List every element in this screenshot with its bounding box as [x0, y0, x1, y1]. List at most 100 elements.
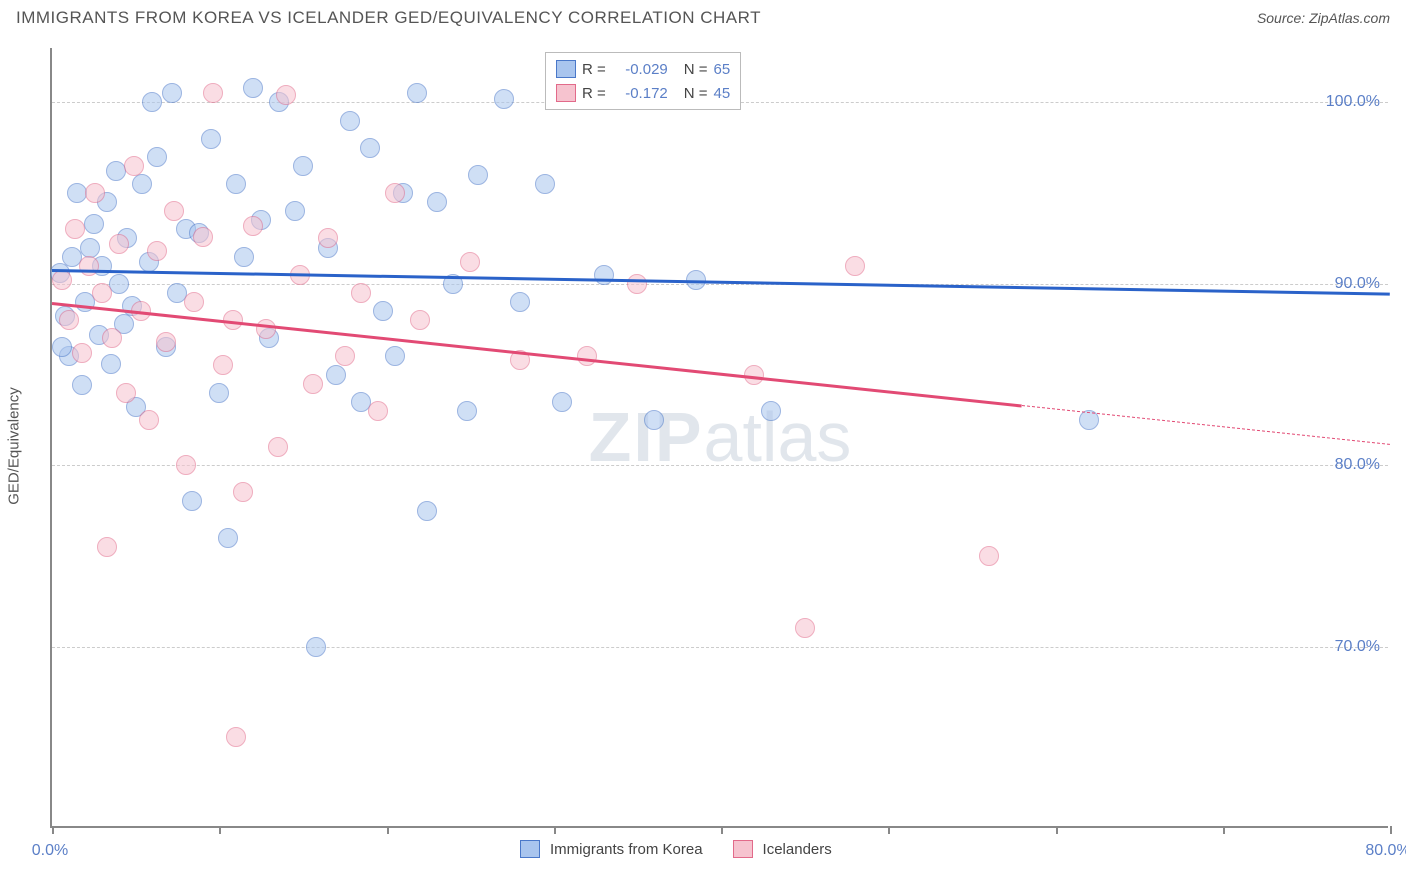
scatter-point-iceland — [72, 343, 92, 363]
scatter-point-korea — [52, 337, 72, 357]
scatter-point-korea — [182, 491, 202, 511]
scatter-point-korea — [234, 247, 254, 267]
scatter-point-korea — [67, 183, 87, 203]
scatter-point-iceland — [164, 201, 184, 221]
scatter-point-iceland — [845, 256, 865, 276]
scatter-point-iceland — [85, 183, 105, 203]
scatter-point-korea — [162, 83, 182, 103]
scatter-point-iceland — [627, 274, 647, 294]
scatter-point-iceland — [243, 216, 263, 236]
legend-n-value: 45 — [714, 85, 731, 102]
scatter-point-korea — [218, 528, 238, 548]
legend-row-korea: R =-0.029N =65 — [556, 57, 730, 81]
scatter-point-iceland — [193, 227, 213, 247]
scatter-point-korea — [373, 301, 393, 321]
scatter-point-iceland — [979, 546, 999, 566]
scatter-point-iceland — [385, 183, 405, 203]
scatter-point-iceland — [276, 85, 296, 105]
scatter-point-iceland — [318, 228, 338, 248]
scatter-point-iceland — [795, 618, 815, 638]
source-link[interactable]: ZipAtlas.com — [1309, 10, 1390, 26]
scatter-point-korea — [72, 375, 92, 395]
legend-swatch — [556, 84, 576, 102]
source-prefix: Source: — [1257, 10, 1305, 26]
scatter-point-iceland — [116, 383, 136, 403]
scatter-point-korea — [132, 174, 152, 194]
scatter-point-iceland — [303, 374, 323, 394]
scatter-point-iceland — [351, 283, 371, 303]
scatter-point-iceland — [147, 241, 167, 261]
legend-r-label: R = — [582, 61, 606, 78]
scatter-point-korea — [80, 238, 100, 258]
scatter-point-korea — [226, 174, 246, 194]
scatter-point-korea — [510, 292, 530, 312]
scatter-point-iceland — [92, 283, 112, 303]
trend-line — [52, 302, 1022, 408]
scatter-point-iceland — [577, 346, 597, 366]
scatter-point-korea — [101, 354, 121, 374]
scatter-point-korea — [285, 201, 305, 221]
scatter-point-korea — [761, 401, 781, 421]
scatter-point-korea — [306, 637, 326, 657]
legend-r-value: -0.172 — [612, 85, 668, 102]
scatter-point-korea — [494, 89, 514, 109]
legend-n-label: N = — [684, 61, 708, 78]
plot-area: ZIPatlas 70.0%80.0%90.0%100.0% — [50, 48, 1388, 828]
ytick-label: 80.0% — [1335, 456, 1380, 474]
scatter-point-iceland — [335, 346, 355, 366]
scatter-point-iceland — [124, 156, 144, 176]
scatter-point-korea — [457, 401, 477, 421]
legend-n-value: 65 — [714, 61, 731, 78]
legend-swatch — [520, 840, 540, 858]
scatter-point-korea — [326, 365, 346, 385]
scatter-point-iceland — [102, 328, 122, 348]
xtick — [1223, 826, 1225, 834]
xtick — [52, 826, 54, 834]
xtick — [1390, 826, 1392, 834]
xtick — [1056, 826, 1058, 834]
scatter-point-korea — [535, 174, 555, 194]
scatter-point-korea — [360, 138, 380, 158]
scatter-point-korea — [209, 383, 229, 403]
xtick — [219, 826, 221, 834]
xtick-label: 80.0% — [1365, 842, 1406, 860]
scatter-point-korea — [417, 501, 437, 521]
xtick — [554, 826, 556, 834]
xtick — [387, 826, 389, 834]
scatter-point-korea — [468, 165, 488, 185]
gridline-h — [52, 465, 1388, 466]
scatter-point-korea — [147, 147, 167, 167]
legend-series-label: Icelanders — [763, 841, 832, 858]
xtick — [888, 826, 890, 834]
scatter-point-korea — [201, 129, 221, 149]
y-axis-label: GED/Equivalency — [6, 387, 23, 505]
legend-r-label: R = — [582, 85, 606, 102]
scatter-point-iceland — [52, 270, 72, 290]
legend-n-label: N = — [684, 85, 708, 102]
gridline-h — [52, 647, 1388, 648]
scatter-point-iceland — [97, 537, 117, 557]
scatter-point-iceland — [410, 310, 430, 330]
scatter-point-iceland — [226, 727, 246, 747]
scatter-point-iceland — [268, 437, 288, 457]
xtick — [721, 826, 723, 834]
scatter-point-korea — [644, 410, 664, 430]
scatter-point-korea — [243, 78, 263, 98]
legend-row-iceland: R = -0.172 N = 45 — [556, 81, 730, 105]
scatter-point-iceland — [213, 355, 233, 375]
scatter-point-korea — [293, 156, 313, 176]
scatter-point-korea — [407, 83, 427, 103]
legend-series-label: Immigrants from Korea — [550, 841, 703, 858]
xtick-label: 0.0% — [32, 842, 68, 860]
scatter-point-korea — [427, 192, 447, 212]
scatter-point-iceland — [744, 365, 764, 385]
scatter-point-iceland — [203, 83, 223, 103]
legend-swatch — [733, 840, 753, 858]
legend-swatch — [556, 60, 576, 78]
scatter-point-korea — [106, 161, 126, 181]
scatter-point-iceland — [233, 482, 253, 502]
scatter-point-iceland — [176, 455, 196, 475]
trend-line — [52, 269, 1390, 296]
scatter-point-korea — [84, 214, 104, 234]
ytick-label: 70.0% — [1335, 638, 1380, 656]
